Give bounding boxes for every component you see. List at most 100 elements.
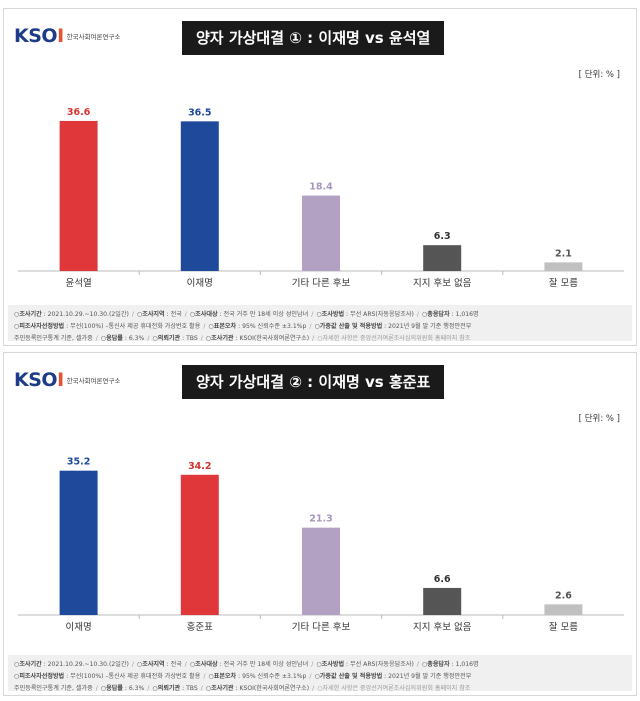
survey-info-footer: ○조사기간 : 2021.10.29.~10.30.(2일간) / ○조사지역 : …	[8, 305, 632, 341]
footer-line-2: 주민등록인구통계 기준, 셀가중 / ○응답률 : 6.3% / ○의뢰기관 : TBS…	[14, 333, 626, 341]
separator: /	[309, 673, 312, 680]
data-label-1: 36.5	[188, 107, 211, 118]
footer-item: ○조사방법 : 무선 ARS(자동응답조사)	[316, 661, 414, 668]
separator: /	[95, 685, 98, 691]
footer-key: ○조사기간	[14, 661, 42, 668]
chart-title: 양자 가상대결 ① : 이재명 vs 윤석열	[182, 21, 445, 55]
category-label-1: 이재명	[187, 278, 213, 289]
footer-item: ○피조사자선정방법 : 무선(100%) –통신사 제공 휴대전화 가상번호 활…	[14, 673, 201, 680]
separator: /	[311, 311, 314, 318]
footer-key: ○피조사자선정방법	[14, 673, 65, 680]
chart-title: 양자 가상대결 ② : 이재명 vs 홍준표	[182, 365, 445, 399]
footer-item: 주민등록인구통계 기준, 셀가중	[14, 335, 93, 341]
footer-item: ○조사지역 : 전국	[136, 661, 182, 668]
bar-1	[180, 121, 219, 271]
footer-key: ○조사기관	[205, 335, 234, 341]
category-label-3: 지지 후보 없음	[413, 277, 472, 289]
footer-item: ○표본오차 : 95% 신뢰수준 ±3.1%p	[208, 673, 307, 680]
bar-3	[423, 587, 462, 615]
footer-item: ○조사기관 : KSOI(한국사회여론연구소)	[205, 335, 310, 341]
data-label-1: 34.2	[188, 461, 211, 472]
footer-item: ○의뢰기관 : TBS	[152, 335, 198, 341]
bar-4	[544, 262, 583, 271]
separator: /	[184, 311, 187, 318]
separator: /	[312, 335, 315, 341]
data-label-0: 36.6	[67, 107, 91, 118]
footer-key: ○총응답자	[421, 661, 450, 668]
footer-key: ○응답률	[100, 335, 123, 341]
chart-panel-2: KSOI 한국사회여론연구소 양자 가상대결 ② : 이재명 vs 홍준표 [ …	[3, 352, 637, 696]
separator: /	[311, 661, 314, 668]
footer-item: ○조사방법 : 무선 ARS(자동응답조사)	[316, 311, 414, 318]
separator: /	[147, 685, 150, 691]
footer-item: ○피조사자선정방법 : 무선(100%) –통신사 제공 휴대전화 가상번호 활…	[14, 323, 201, 330]
bar-1	[180, 474, 219, 615]
logo-mark: KSOI	[14, 25, 64, 47]
footer-item: ○총응답자 : 1,016명	[421, 311, 479, 318]
footer-key: ○의뢰기관	[152, 685, 181, 691]
footer-line-0: ○조사기간 : 2021.10.29.~10.30.(2일간) / ○조사지역 : …	[14, 309, 626, 321]
footer-key: ○표본오차	[208, 673, 237, 680]
separator: /	[95, 335, 98, 341]
category-label-3: 지지 후보 없음	[413, 621, 472, 633]
separator: /	[416, 661, 419, 668]
separator: /	[203, 323, 206, 330]
footer-key: ○조사대상	[189, 311, 218, 318]
separator: /	[312, 685, 315, 691]
category-label-4: 잘 모름	[549, 277, 578, 289]
footer-item: ○총응답자 : 1,016명	[421, 661, 479, 668]
footer-key: ○조사방법	[316, 661, 345, 668]
footer-key: ○가중값 산출 및 적용방법	[314, 673, 383, 680]
separator: /	[200, 335, 203, 341]
data-label-2: 21.3	[309, 514, 332, 525]
bar-0	[59, 470, 98, 615]
footer-item: ○표본오차 : 95% 신뢰수준 ±3.1%p	[208, 323, 307, 330]
data-label-0: 35.2	[67, 457, 90, 468]
footer-line-2: 주민등록인구통계 기준, 셀가중 / ○응답률 : 6.3% / ○의뢰기관 : TBS…	[14, 683, 626, 691]
footer-item: ○의뢰기관 : TBS	[152, 685, 198, 691]
footer-key: ○조사방법	[316, 311, 345, 318]
footer-key: ○응답률	[100, 685, 123, 691]
footer-key: ○의뢰기관	[152, 335, 181, 341]
footer-item: ○응답률 : 6.3%	[100, 335, 145, 341]
logo-mark: KSOI	[14, 369, 64, 391]
separator: /	[184, 661, 187, 668]
bar-chart-1: 36.6 윤석열 36.5 이재명 18.4 기타 다른 후보 6.3 지지 후보 없음 2.1…	[18, 85, 624, 295]
footer-item: ○조사기간 : 2021.10.29.~10.30.(2일간)	[14, 661, 129, 668]
footer-key: ○가중값 산출 및 적용방법	[314, 323, 383, 330]
footer-item: ○조사대상 : 전국 거주 만 18세 이상 성인남녀	[189, 661, 309, 668]
data-label-3: 6.3	[434, 231, 451, 242]
logo-subtitle: 한국사회여론연구소	[66, 33, 121, 41]
footer-key: ○조사지역	[136, 311, 165, 318]
bar-3	[423, 245, 462, 271]
category-label-0: 윤석열	[65, 278, 91, 289]
footer-key: ○조사기관	[205, 685, 234, 691]
category-label-4: 잘 모름	[549, 621, 578, 633]
footer-item: ○조사지역 : 전국	[136, 311, 182, 318]
footer-key: ○표본오차	[208, 323, 237, 330]
footer-line-1: ○피조사자선정방법 : 무선(100%) –통신사 제공 휴대전화 가상번호 활…	[14, 671, 626, 683]
bar-4	[544, 604, 583, 615]
category-label-2: 기타 다른 후보	[292, 622, 351, 633]
category-label-2: 기타 다른 후보	[292, 278, 351, 289]
footer-item: ○자세한 사항은 중앙선거여론조사심의위원회 홈페이지 참조	[317, 685, 471, 691]
unit-label: [ 단위: % ]	[578, 414, 620, 424]
footer-line-0: ○조사기간 : 2021.10.29.~10.30.(2일간) / ○조사지역 : …	[14, 659, 626, 671]
footer-key: ○조사지역	[136, 661, 165, 668]
footer-item: 주민등록인구통계 기준, 셀가중	[14, 685, 93, 691]
footer-key: ○조사기간	[14, 311, 42, 318]
data-label-2: 18.4	[309, 182, 333, 193]
separator: /	[203, 673, 206, 680]
separator: /	[200, 685, 203, 691]
bar-0	[59, 120, 98, 271]
data-label-4: 2.6	[555, 590, 572, 601]
footer-key: ○총응답자	[421, 311, 450, 318]
separator: /	[309, 323, 312, 330]
footer-item: ○조사대상 : 전국 거주 만 18세 이상 성인남녀	[189, 311, 309, 318]
footer-item: ○가중값 산출 및 적용방법 : 2021년 9월 말 기준 행정안전부	[314, 323, 472, 330]
separator: /	[131, 311, 134, 318]
unit-label: [ 단위: % ]	[578, 70, 620, 80]
footer-item: ○조사기간 : 2021.10.29.~10.30.(2일간)	[14, 311, 129, 318]
footer-line-1: ○피조사자선정방법 : 무선(100%) –통신사 제공 휴대전화 가상번호 활…	[14, 321, 626, 333]
bar-chart-2: 35.2 이재명 34.2 홍준표 21.3 기타 다른 후보 6.6 지지 후보 없음 2.6…	[18, 429, 624, 639]
